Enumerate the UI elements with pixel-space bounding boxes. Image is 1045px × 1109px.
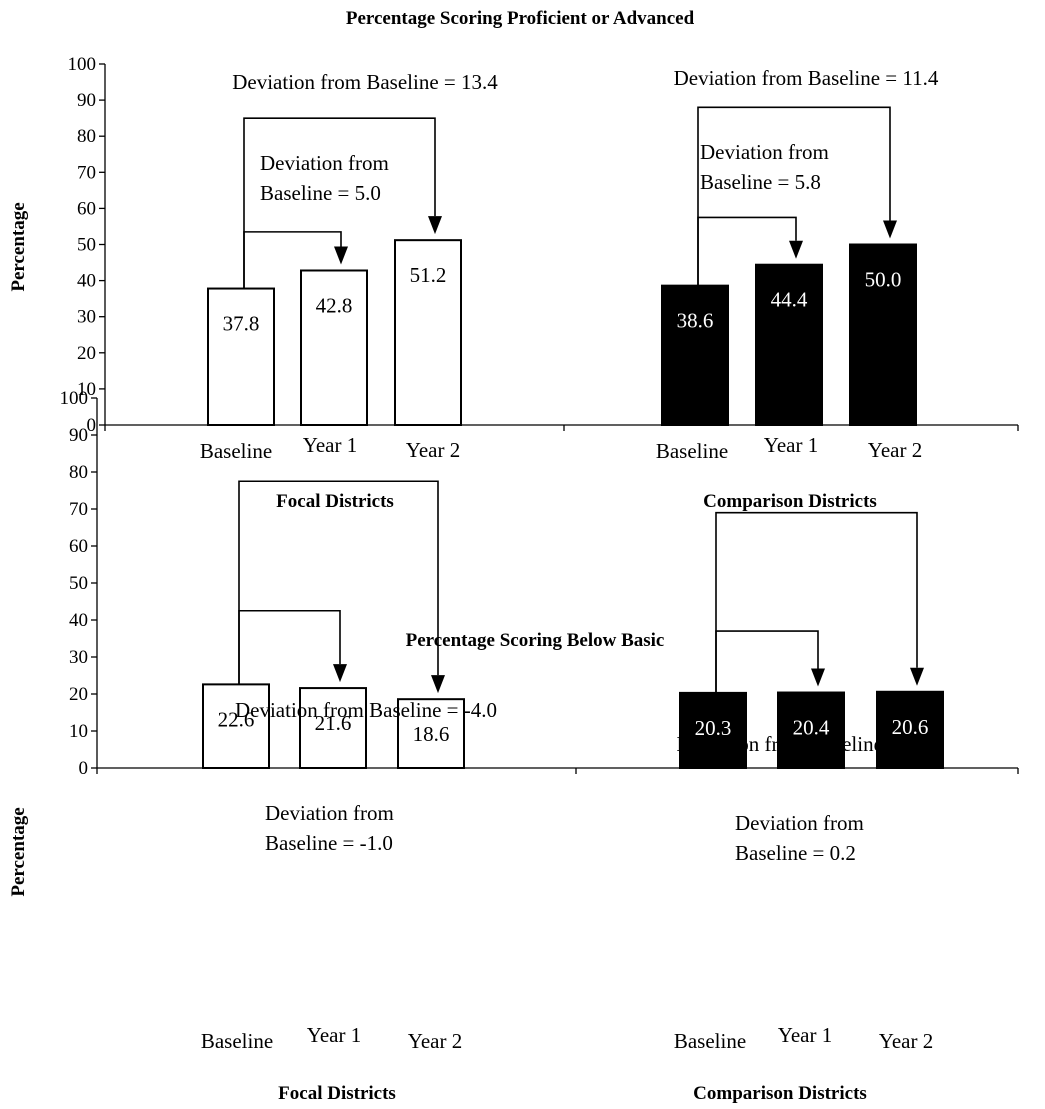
- deviation-annotation: Deviation from: [265, 801, 394, 825]
- data-label: 22.6: [218, 707, 255, 731]
- data-label: 18.6: [413, 722, 450, 746]
- data-label: 21.6: [315, 711, 352, 735]
- deviation-annotation: Baseline = 0.2: [735, 841, 856, 865]
- y-tick-label: 70: [77, 162, 96, 183]
- bar-focal-2: [299, 687, 367, 770]
- data-label: 50.0: [865, 268, 902, 292]
- y-tick-label: 20: [69, 684, 88, 705]
- deviation-connector-year2: [238, 480, 439, 685]
- arrow-head: [811, 668, 825, 687]
- y-tick-label: 50: [77, 235, 96, 256]
- deviation-connector-year2: [243, 117, 436, 289]
- deviation-annotation: Deviation from Baseline = 11.4: [674, 66, 939, 90]
- y-tick-label: 60: [69, 536, 88, 557]
- x-tick-label: Year 2: [868, 438, 922, 462]
- deviation-annotation: Deviation from: [735, 811, 864, 835]
- x-tick-label: Year 2: [406, 438, 460, 462]
- y-tick-label: 90: [77, 90, 96, 111]
- chart-panel-2: Percentage Scoring Below Basic Percentage…: [8, 388, 1019, 1104]
- arrow-head: [883, 220, 897, 239]
- data-label: 51.2: [410, 263, 447, 287]
- arrow-head: [910, 667, 924, 686]
- y-tick-label: 30: [69, 647, 88, 668]
- arrow-head: [789, 240, 803, 259]
- deviation-annotation: Deviation from: [260, 151, 389, 175]
- deviation-connector-year2: [715, 511, 918, 693]
- y-tick-label: 50: [69, 573, 88, 594]
- x-tick-label: Year 2: [408, 1029, 462, 1053]
- group-label: Focal Districts: [278, 1083, 396, 1104]
- data-label: 42.8: [316, 293, 353, 317]
- bar-comparison-3: [849, 243, 917, 426]
- y-tick-label: 80: [77, 126, 96, 147]
- bar-comparison-2: [777, 691, 845, 770]
- bar-focal-3: [394, 239, 462, 426]
- deviation-annotation: Baseline = 5.8: [700, 170, 821, 194]
- x-tick-label: Baseline: [674, 1029, 746, 1053]
- y-axis-label: Percentage: [8, 202, 29, 291]
- x-tick-label: Year 1: [303, 433, 357, 457]
- chart-title: Percentage Scoring Below Basic: [406, 630, 665, 651]
- deviation-annotation: Baseline = 5.0: [260, 181, 381, 205]
- x-tick-label: Baseline: [656, 439, 728, 463]
- y-tick-label: 40: [69, 610, 88, 631]
- chart-title: Percentage Scoring Proficient or Advance…: [346, 8, 695, 29]
- x-tick-label: Year 1: [778, 1023, 832, 1047]
- y-axis-label: Percentage: [8, 807, 29, 896]
- x-tick-label: Year 1: [764, 433, 818, 457]
- x-tick-label: Year 1: [307, 1023, 361, 1047]
- bar-comparison-3: [876, 690, 944, 770]
- arrow-head: [431, 675, 445, 694]
- y-tick-label: 60: [77, 198, 96, 219]
- data-label: 37.8: [223, 312, 260, 336]
- y-tick-label: 20: [77, 343, 96, 364]
- x-tick-label: Year 2: [879, 1029, 933, 1053]
- x-tick-label: Baseline: [200, 439, 272, 463]
- deviation-annotation: Deviation from Baseline = -4.0: [235, 698, 497, 722]
- data-label: 38.6: [677, 309, 714, 333]
- y-tick-label: 30: [77, 307, 96, 328]
- bar-comparison-2: [755, 263, 823, 426]
- arrow-head: [428, 216, 442, 235]
- group-label: Comparison Districts: [703, 491, 877, 512]
- group-label: Focal Districts: [276, 491, 394, 512]
- deviation-connector-year1: [697, 216, 797, 286]
- bar-comparison-1: [679, 691, 747, 770]
- deviation-connector-year1: [238, 609, 341, 685]
- deviation-annotation: Deviation from Baseline = 13.4: [232, 70, 498, 94]
- bar-focal-1: [202, 683, 270, 770]
- data-label: 44.4: [771, 288, 808, 312]
- data-label: 20.3: [695, 716, 732, 740]
- data-label: 20.6: [892, 715, 929, 739]
- y-tick-label: 0: [79, 758, 89, 779]
- chart-panel-1: Percentage Scoring Proficient or Advance…: [8, 8, 1019, 512]
- arrow-head: [333, 664, 347, 683]
- deviation-connector-year2: [697, 106, 891, 286]
- bar-focal-3: [397, 698, 465, 769]
- arrow-head: [334, 246, 348, 265]
- y-tick-label: 10: [69, 721, 88, 742]
- deviation-connector-year1: [715, 630, 819, 693]
- deviation-connector-year1: [243, 231, 342, 289]
- y-tick-label: 40: [77, 271, 96, 292]
- y-tick-label: 100: [60, 388, 89, 409]
- y-tick-label: 100: [68, 54, 97, 75]
- deviation-annotation: Deviation from: [700, 140, 829, 164]
- bar-comparison-1: [661, 284, 729, 426]
- y-tick-label: 70: [69, 499, 88, 520]
- y-tick-label: 0: [87, 415, 97, 436]
- y-tick-label: 90: [69, 425, 88, 446]
- y-tick-label: 80: [69, 462, 88, 483]
- x-tick-label: Baseline: [201, 1029, 273, 1053]
- deviation-annotation: Deviation from Baseline = 0.3: [676, 732, 931, 756]
- bar-focal-2: [300, 269, 368, 426]
- data-label: 20.4: [793, 716, 830, 740]
- bar-focal-1: [207, 287, 275, 426]
- y-tick-label: 10: [77, 379, 96, 400]
- deviation-annotation: Baseline = -1.0: [265, 831, 393, 855]
- group-label: Comparison Districts: [693, 1083, 867, 1104]
